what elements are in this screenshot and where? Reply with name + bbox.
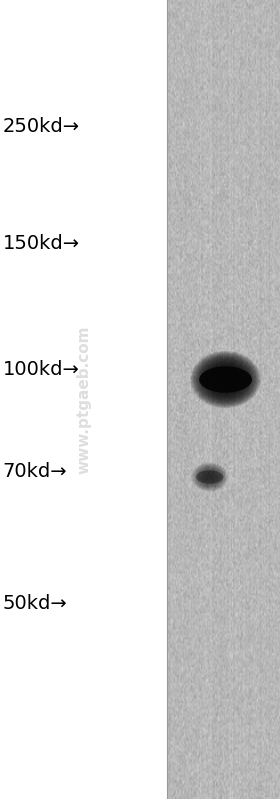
Ellipse shape [192,463,228,491]
Ellipse shape [208,365,243,394]
Ellipse shape [192,352,260,407]
Ellipse shape [193,463,227,491]
Text: 250kd→: 250kd→ [3,117,80,136]
Text: 150kd→: 150kd→ [3,234,80,253]
Ellipse shape [193,353,258,406]
Ellipse shape [211,368,240,391]
Ellipse shape [207,364,244,395]
Ellipse shape [192,463,227,491]
Ellipse shape [199,366,252,392]
Ellipse shape [196,356,255,403]
Text: 50kd→: 50kd→ [3,594,67,613]
Ellipse shape [209,366,242,393]
Bar [167,0,280,799]
Ellipse shape [203,361,248,398]
Ellipse shape [199,358,253,401]
Ellipse shape [202,360,249,399]
Ellipse shape [204,363,247,396]
Ellipse shape [193,464,226,490]
Ellipse shape [196,471,223,483]
Ellipse shape [206,364,246,396]
Ellipse shape [213,369,239,390]
Ellipse shape [195,355,256,404]
Ellipse shape [210,368,241,392]
Ellipse shape [194,354,257,405]
Text: 100kd→: 100kd→ [3,360,80,379]
Ellipse shape [197,356,254,403]
Ellipse shape [190,351,261,408]
Text: www.ptgaeb.com: www.ptgaeb.com [76,325,92,474]
Text: 70kd→: 70kd→ [3,462,67,481]
Ellipse shape [201,360,250,400]
Ellipse shape [200,359,251,400]
